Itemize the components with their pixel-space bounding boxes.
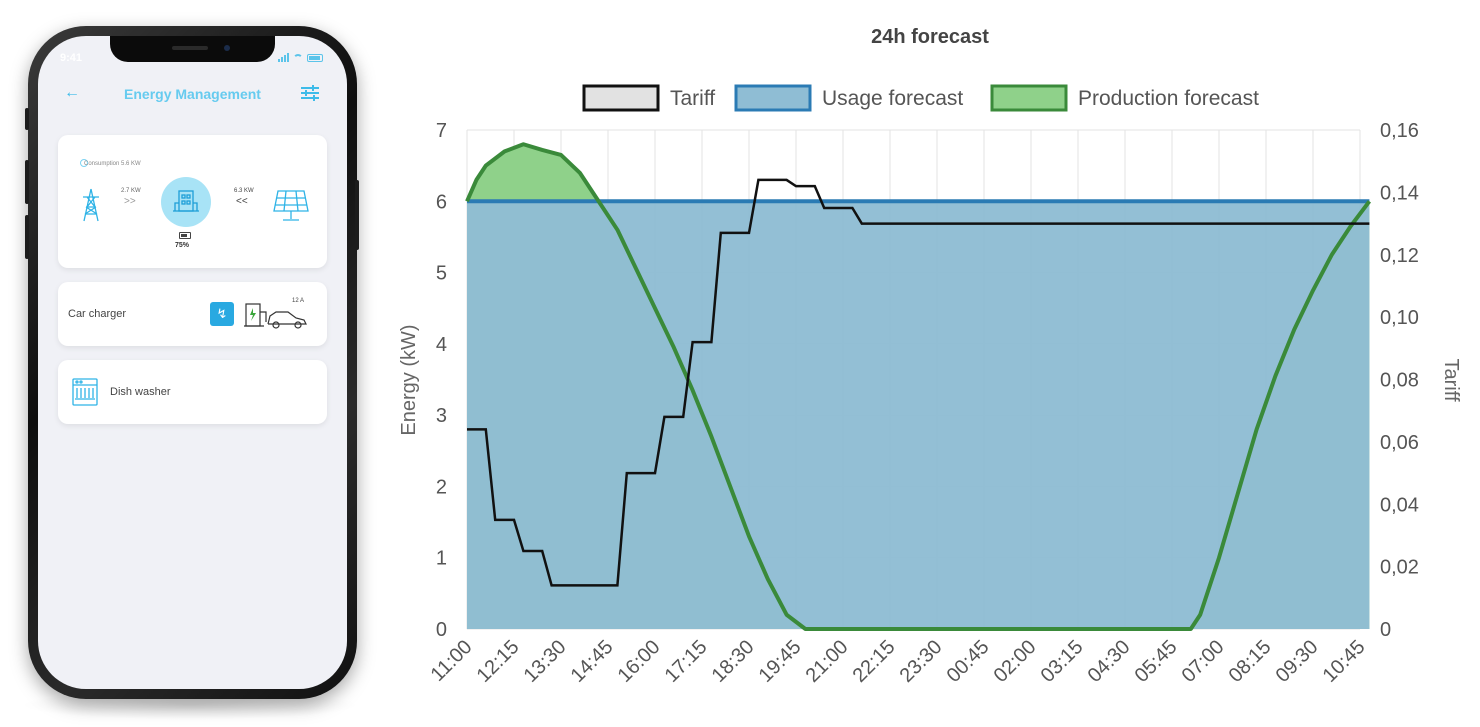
x-tick-label: 04:30: [1084, 636, 1135, 687]
status-time: 9:41: [60, 52, 83, 64]
x-tick-label: 19:45: [755, 636, 806, 687]
dishwasher-icon: [72, 378, 98, 406]
status-icons: [278, 53, 323, 62]
phone-mute-switch: [25, 108, 29, 130]
legend-label-usage: Usage forecast: [822, 87, 963, 110]
flow-arrow-icon: >>: [124, 196, 136, 207]
phone-volume-down: [25, 215, 29, 259]
y2-tick-label: 0,16: [1380, 120, 1419, 142]
x-tick-label: 03:15: [1037, 636, 1088, 687]
y-tick-label: 3: [436, 405, 447, 427]
x-axis-ticks: 11:0012:1513:3014:4516:0017:1518:3019:45…: [427, 636, 1370, 687]
consumption-label: Consumption 5.6 KW: [84, 161, 141, 167]
solar-flow-kw: 6.3 KW: [234, 188, 254, 194]
home-circle: [161, 177, 211, 227]
phone-volume-up: [25, 160, 29, 204]
x-tick-label: 05:45: [1131, 636, 1182, 687]
signal-icon: [278, 53, 289, 62]
y-tick-label: 5: [436, 263, 447, 285]
wifi-icon: [293, 53, 303, 62]
energy-flow-card[interactable]: Consumption 5.6 KW 2.7 KW >> 6.3: [58, 135, 327, 268]
x-tick-label: 08:15: [1225, 636, 1276, 687]
ev-charger-car-icon: [244, 303, 307, 329]
legend-label-tariff: Tariff: [670, 87, 715, 110]
x-tick-label: 23:30: [896, 636, 947, 687]
settings-sliders-icon[interactable]: [301, 85, 319, 101]
phone-screen: 9:41 ← Energy Management Consumption 5.6…: [38, 36, 347, 689]
y2-axis-ticks: 0 0,02 0,04 0,06 0,08 0,10 0,12 0,14 0,16: [1380, 120, 1419, 641]
legend-swatch-production: [990, 84, 1068, 112]
x-tick-label: 02:00: [990, 636, 1041, 687]
y2-tick-label: 0,04: [1380, 494, 1419, 516]
legend-item-usage[interactable]: Usage forecast: [734, 84, 963, 112]
back-arrow-icon[interactable]: ←: [64, 84, 80, 101]
legend-item-production[interactable]: Production forecast: [990, 84, 1259, 112]
x-tick-label: 17:15: [661, 636, 712, 687]
x-tick-label: 18:30: [708, 636, 759, 687]
y2-tick-label: 0,08: [1380, 370, 1419, 392]
x-tick-label: 09:30: [1272, 636, 1323, 687]
y2-tick-label: 0,02: [1380, 557, 1419, 579]
y2-tick-label: 0,12: [1380, 245, 1419, 267]
dish-washer-card[interactable]: Dish washer: [58, 360, 327, 424]
chart-title: 24h forecast: [871, 26, 989, 48]
grid-tower-icon: [83, 188, 99, 222]
y-tick-label: 1: [436, 548, 447, 570]
y-axis-title: Energy (kW): [398, 324, 420, 435]
usage-forecast-area: [467, 201, 1370, 630]
battery-icon: [307, 53, 323, 62]
solar-panel-icon: [273, 190, 309, 221]
series-layer: [465, 142, 1371, 631]
y-tick-label: 7: [436, 120, 447, 142]
app-title: Energy Management: [124, 86, 261, 102]
y2-tick-label: 0,14: [1380, 182, 1419, 204]
charger-amps: 12 A: [292, 298, 305, 304]
y2-tick-label: 0: [1380, 619, 1391, 641]
y2-tick-label: 0,06: [1380, 432, 1419, 454]
x-tick-label: 21:00: [802, 636, 853, 687]
y-tick-label: 6: [436, 191, 447, 213]
x-tick-label: 07:00: [1178, 636, 1229, 687]
car-charger-card[interactable]: Car charger ↯ 12 A: [58, 282, 327, 346]
legend-label-production: Production forecast: [1078, 87, 1259, 110]
y2-tick-label: 0,10: [1380, 307, 1419, 329]
x-tick-label: 13:30: [520, 636, 571, 687]
y-tick-label: 0: [436, 619, 447, 641]
charge-toggle-button[interactable]: ↯: [210, 302, 234, 326]
consumption-icon: [80, 159, 88, 167]
y2-axis-title: Tariff: [1440, 359, 1462, 402]
tariff-line: [467, 178, 1370, 587]
battery-percent: 75%: [175, 242, 190, 249]
home-building-icon: [173, 190, 199, 212]
legend-item-tariff[interactable]: Tariff: [582, 84, 715, 112]
x-tick-label: 22:15: [849, 636, 900, 687]
x-tick-label: 14:45: [567, 636, 618, 687]
x-tick-label: 11:00: [427, 636, 477, 686]
speaker-grille: [172, 46, 208, 50]
x-tick-label: 12:15: [473, 636, 524, 687]
dish-washer-label: Dish washer: [110, 386, 171, 398]
y-tick-label: 4: [436, 334, 447, 356]
y-tick-label: 2: [436, 476, 447, 498]
phone-notch: [110, 36, 275, 62]
legend-swatch-usage: [734, 84, 812, 112]
flow-arrow-icon: <<: [236, 196, 248, 207]
camera-icon: [224, 45, 230, 51]
car-charger-label: Car charger: [68, 308, 127, 320]
grid-flow-kw: 2.7 KW: [121, 188, 141, 194]
x-tick-label: 00:45: [943, 636, 994, 687]
production-forecast-line: [465, 142, 1371, 631]
app-header: ← Energy Management: [38, 82, 347, 108]
y-axis-ticks: 0 1 2 3 4 5 6 7: [436, 120, 447, 641]
x-tick-label: 16:00: [614, 636, 665, 687]
x-tick-label: 10:45: [1319, 636, 1370, 687]
legend: Tariff Usage forecast Production forecas…: [582, 84, 1259, 112]
battery-level-icon: [179, 232, 191, 239]
legend-swatch-tariff: [582, 84, 660, 112]
phone-power-button: [355, 180, 359, 250]
